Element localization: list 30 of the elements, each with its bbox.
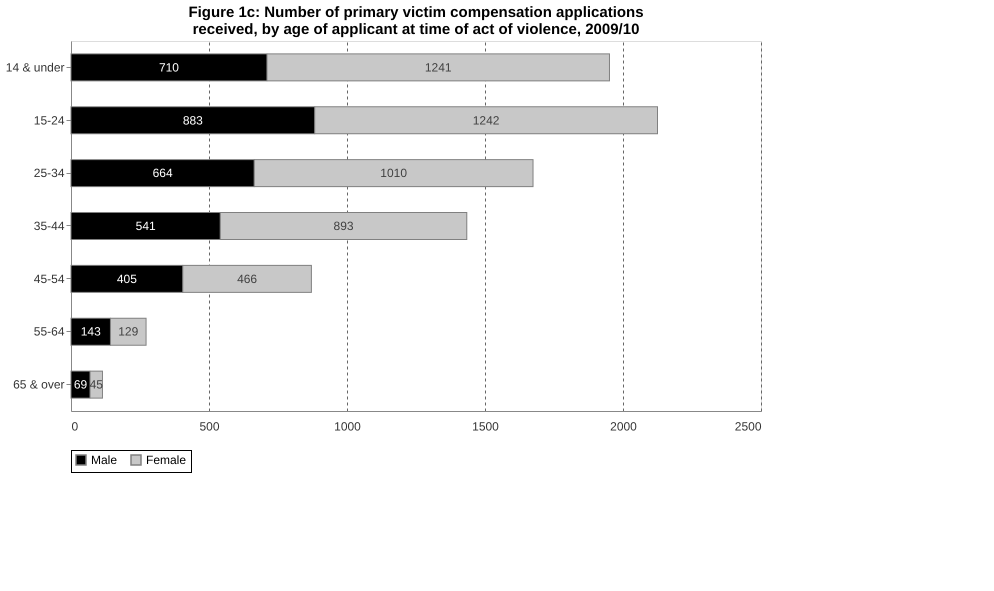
legend-label: Male [91, 453, 118, 467]
y-tick-label: 55-64 [34, 324, 65, 339]
data-label: 466 [237, 272, 258, 286]
data-label: 1242 [472, 113, 500, 128]
data-label: 541 [136, 219, 156, 233]
x-tick-label: 500 [199, 420, 220, 434]
y-tick-label: 45-54 [34, 272, 65, 286]
chart-title: Figure 1c: Number of primary victim compensation applications received, by age of applicant at time of act of violence, 2009/10 [188, 4, 644, 38]
x-tick-label: 2500 [734, 420, 762, 434]
data-label: 143 [80, 324, 102, 339]
data-label: 45 [90, 378, 104, 392]
data-label: 129 [118, 324, 139, 339]
data-label: 69 [74, 378, 88, 392]
y-tick-label: 35-44 [34, 219, 65, 233]
legend-label: Female [146, 453, 186, 467]
x-tick-label: 1500 [472, 420, 500, 434]
x-tick-label: 2000 [610, 420, 638, 434]
y-tick-label: 14 & under [6, 60, 64, 74]
x-tick-label: 0 [72, 420, 78, 434]
data-label: 1241 [424, 60, 452, 74]
data-label: 893 [334, 219, 354, 233]
y-tick-label: 15-24 [34, 113, 65, 128]
data-label: 710 [158, 60, 180, 74]
data-label: 664 [152, 166, 173, 180]
y-tick-label: 65 & over [13, 378, 64, 392]
data-label: 1010 [380, 166, 408, 180]
data-label: 405 [116, 272, 138, 286]
y-tick-label: 25-34 [34, 166, 65, 180]
x-tick-label: 1000 [334, 420, 362, 434]
data-label: 883 [182, 113, 204, 128]
